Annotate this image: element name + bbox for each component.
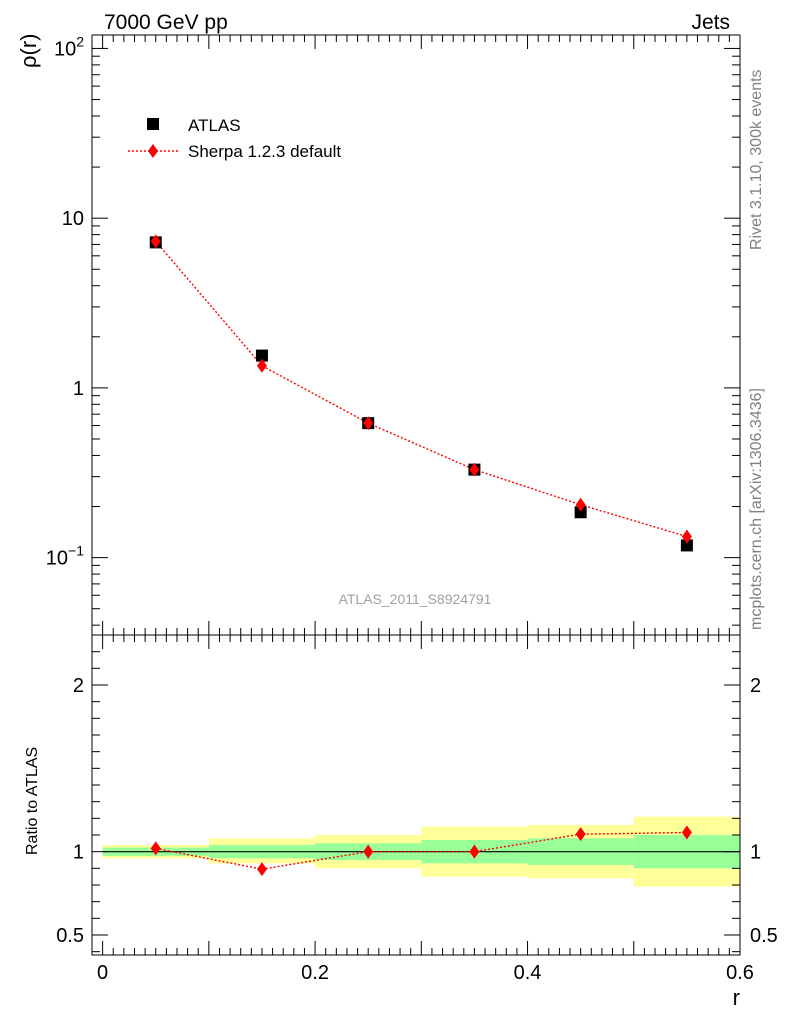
analysis-label: ATLAS_2011_S8924791 (339, 591, 492, 607)
atlas-data-point (255, 349, 268, 362)
sherpa-data-point (575, 497, 586, 512)
ratio-sherpa-point (256, 862, 267, 877)
ratio-y-tick-label-right: 1 (750, 842, 761, 864)
rivet-version-label: Rivet 3.1.10, 300k events (748, 69, 765, 250)
legend-atlas-marker (147, 118, 159, 130)
ratio-y-tick-label: 0.5 (56, 925, 84, 947)
ratio-sherpa-point (469, 844, 480, 859)
y-tick-label: 102 (54, 33, 84, 60)
x-tick-label: 0 (97, 962, 108, 984)
y-tick-label: 1 (73, 378, 84, 400)
main-plot-panel: 1 10 102 10−1 ρ(r) ATLAS_2011_S8924791 ATLA… (16, 33, 741, 636)
sherpa-line (155, 240, 688, 538)
y-tick-label: 10 (62, 208, 84, 230)
ratio-sherpa-point (363, 844, 374, 859)
sherpa-data-point (256, 358, 267, 373)
ratio-plot-frame (91, 634, 741, 956)
ratio-y-tick-label-right: 0.5 (750, 925, 778, 947)
ratio-y-tick-label: 2 (73, 675, 84, 697)
header-left-title: 7000 GeV pp (104, 11, 228, 34)
main-y-axis-label: ρ(r) (16, 34, 41, 69)
ratio-sherpa-line (155, 831, 687, 870)
atlas-data-point (574, 506, 587, 519)
legend: ATLAS Sherpa 1.2.3 default (128, 116, 341, 161)
y-tick-label: 10−1 (46, 543, 84, 570)
legend-sherpa-label: Sherpa 1.2.3 default (188, 142, 341, 161)
ratio-y-tick-label-right: 2 (750, 675, 761, 697)
sherpa-data-point (469, 462, 480, 477)
header-right-title: Jets (691, 11, 730, 34)
legend-sherpa-marker (148, 144, 158, 158)
ratio-sherpa-point (681, 825, 692, 840)
x-axis-label: r (733, 985, 740, 1010)
source-label: mcplots.cern.ch [arXiv:1306.3436] (748, 388, 765, 630)
sherpa-data-point (150, 234, 161, 249)
x-tick-label: 0.6 (726, 962, 754, 984)
atlas-data-point (680, 539, 693, 552)
ratio-y-axis-label: Ratio to ATLAS (24, 747, 41, 855)
x-tick-label: 0.2 (301, 962, 329, 984)
ratio-y-tick-label: 1 (73, 842, 84, 864)
sherpa-data-point (363, 416, 374, 431)
legend-atlas-label: ATLAS (188, 116, 241, 135)
sherpa-data-point (681, 529, 692, 544)
ratio-plot-panel: 0 0.2 0.4 0.6 0.5 0.5 1 1 2 2 Ratio to ATLAS r (24, 634, 778, 1010)
ratio-sherpa-point (575, 827, 586, 842)
ratio-sherpa-point (150, 841, 161, 856)
x-tick-label: 0.4 (514, 962, 542, 984)
